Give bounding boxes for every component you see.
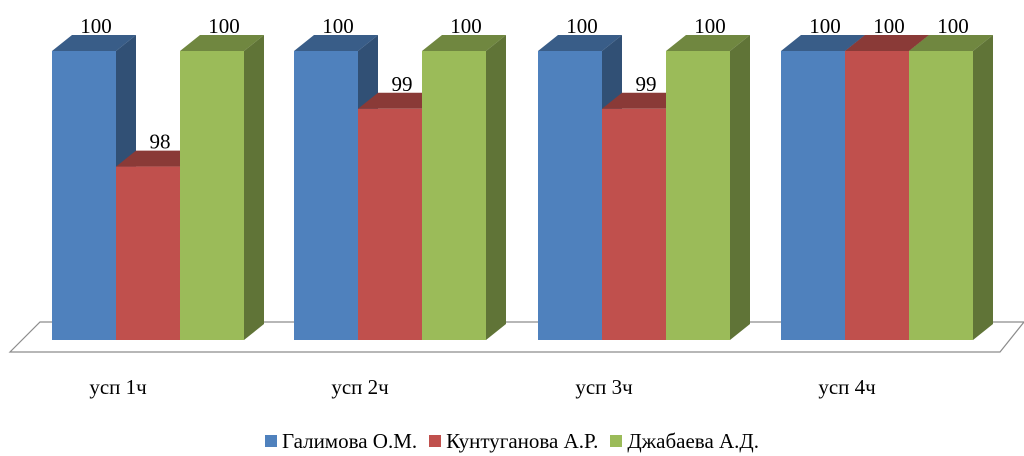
bar-2-s3-top [422, 35, 506, 51]
data-label-2-s2: 99 [392, 72, 413, 96]
bar-1-s3-side [244, 35, 264, 340]
bar-2-s2 [358, 108, 422, 340]
data-label-4-s1: 100 [809, 14, 841, 38]
category-label-4: усп 4ч [818, 375, 876, 399]
bar-1-s1-top [52, 35, 136, 51]
bar-3-s1-top [538, 35, 622, 51]
bar-4-s3-side [973, 35, 993, 340]
bar-3-s3-top [666, 35, 750, 51]
data-label-4-s3: 100 [937, 14, 969, 38]
bar-4-s2 [845, 51, 909, 340]
bar-2-s3-side [486, 35, 506, 340]
category-label-1: усп 1ч [89, 375, 147, 399]
chart-floor [8, 321, 1024, 353]
bar-4-s1-top [781, 35, 865, 51]
bar-2-s2-top [358, 92, 442, 109]
data-label-4-s2: 100 [873, 14, 905, 38]
category-label-2: усп 2ч [331, 375, 389, 399]
data-label-3-s2: 99 [636, 72, 657, 96]
bar-4-s3-top [909, 35, 993, 51]
legend-swatch-1 [264, 435, 277, 447]
bar-4-s3 [909, 51, 973, 340]
bar-1-s1 [52, 51, 116, 340]
legend-swatch-2 [429, 435, 442, 447]
legend-label-1: Галимова О.М. [281, 428, 418, 453]
data-label-3-s1: 100 [566, 14, 598, 38]
legend-swatch-3 [610, 435, 623, 447]
bar-4-s1 [781, 51, 845, 340]
legend-label-3: Джабаева А.Д. [627, 428, 760, 453]
bar-4-s2-top [845, 35, 929, 51]
bar-2-s3 [422, 51, 486, 340]
bar-1-s2-top [116, 150, 200, 167]
chart-legend: Галимова О.М. Кунтуганова А.Р. Джабаева А.… [0, 428, 1024, 454]
category-label-3: усп 3ч [575, 375, 633, 399]
legend-item-3: Джабаева А.Д. [610, 429, 759, 454]
data-label-1-s2: 98 [150, 130, 171, 154]
bar-3-s3-side [730, 35, 750, 340]
bar-3-s2-top [602, 92, 686, 109]
data-label-2-s3: 100 [450, 14, 482, 38]
bar-3-s3 [666, 51, 730, 340]
legend-item-1: Галимова О.М. [264, 428, 418, 454]
data-label-3-s3: 100 [694, 14, 726, 38]
data-label-1-s3: 100 [208, 14, 240, 38]
data-label-2-s1: 100 [322, 14, 354, 38]
bar-1-s3 [180, 51, 244, 340]
data-label-1-s1: 100 [80, 14, 112, 38]
bar-2-s1-top [294, 35, 378, 51]
bar-1-s3-top [180, 35, 264, 51]
legend-label-2: Кунтуганова А.Р. [446, 428, 599, 453]
bar-3-s1 [538, 51, 602, 340]
chart-canvas: 100 98 100 усп 1ч 100 99 100 усп 2ч 100 99 100 усп … [8, 14, 1024, 399]
bar-1-s2 [116, 166, 180, 340]
bar-3-s2 [602, 108, 666, 340]
bar-2-s1 [294, 51, 358, 340]
legend-item-2: Кунтуганова А.Р. [429, 429, 598, 454]
